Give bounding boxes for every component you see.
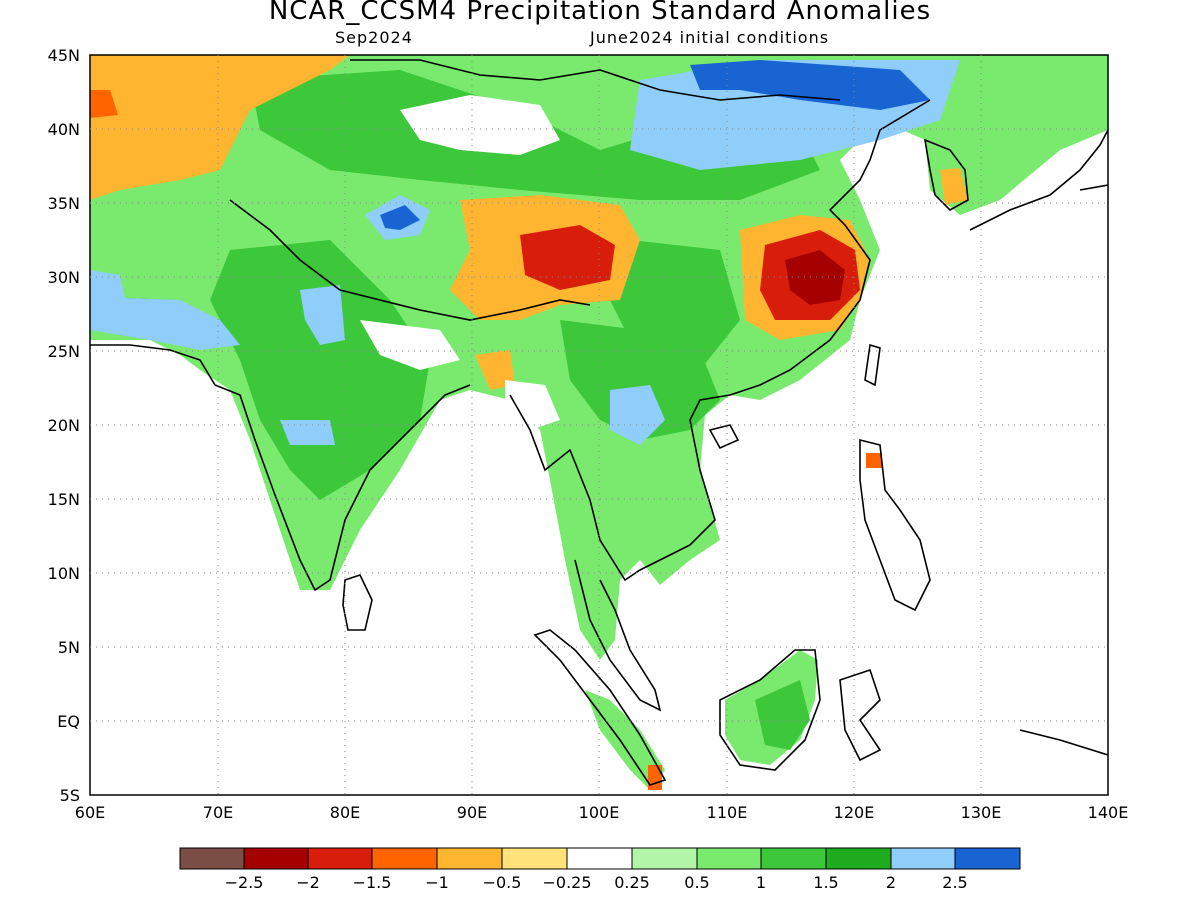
colorbar: −2.5 −2 −1.5 −1 −0.5 −0.25 0.25 0.5 1 1.… bbox=[179, 847, 1021, 892]
coastline-sumatra bbox=[533, 629, 667, 786]
colorbar-swatch bbox=[179, 847, 245, 870]
near-zero-myanmar bbox=[505, 380, 560, 430]
border-himalaya bbox=[229, 199, 591, 321]
anomaly-zone-caspian bbox=[90, 90, 118, 118]
coastline-indochina bbox=[509, 99, 931, 582]
coastline-borneo bbox=[719, 649, 821, 771]
anomaly-zone-tibet-dry-core bbox=[520, 225, 615, 290]
colorbar-swatch bbox=[825, 847, 892, 870]
colorbar-label: 1.5 bbox=[813, 873, 838, 892]
lon-tick-label: 70E bbox=[203, 803, 233, 822]
coastline-hainan bbox=[708, 424, 740, 450]
lat-tick-label: 5S bbox=[60, 786, 80, 805]
colorbar-swatch bbox=[501, 847, 568, 870]
anomaly-zone-borneo bbox=[755, 680, 810, 750]
anomaly-zone-south-india bbox=[280, 420, 335, 445]
anomaly-zone-sumatra-south bbox=[648, 765, 662, 790]
colorbar-label: −0.25 bbox=[542, 873, 591, 892]
lat-tick-label: 15N bbox=[48, 490, 80, 509]
colorbar-swatch bbox=[631, 847, 698, 870]
near-zero-india-north bbox=[360, 320, 460, 370]
lat-tick-label: EQ bbox=[57, 712, 80, 731]
anomaly-zone-luzon bbox=[866, 453, 882, 468]
lon-tick-label: 60E bbox=[75, 803, 105, 822]
coastline-new-guinea bbox=[1019, 729, 1108, 756]
colorbar-swatch bbox=[696, 847, 762, 870]
anomaly-zone-china bbox=[610, 240, 740, 370]
lat-tick-label: 30N bbox=[48, 268, 80, 287]
colorbar-swatch bbox=[760, 847, 827, 870]
forecast-month: Sep2024 bbox=[335, 28, 413, 47]
colorbar-label: 0.5 bbox=[684, 873, 709, 892]
lat-tick-label: 25N bbox=[48, 342, 80, 361]
anomaly-zone-korea bbox=[940, 168, 968, 205]
lon-tick-label: 110E bbox=[707, 803, 748, 822]
anomaly-zone-mongolia-core bbox=[690, 60, 930, 110]
colorbar-label: −2 bbox=[296, 873, 320, 892]
colorbar-swatch bbox=[436, 847, 503, 870]
map-title: NCAR_CCSM4 Precipitation Standard Anomal… bbox=[268, 0, 932, 26]
colorbar-label: −1 bbox=[425, 873, 449, 892]
anomaly-zone-central-asia bbox=[90, 55, 350, 200]
colorbar-label: −0.5 bbox=[483, 873, 522, 892]
colorbar-label: 2.5 bbox=[942, 873, 967, 892]
lat-tick-label: 20N bbox=[48, 416, 80, 435]
anomaly-zone-yangtze-core bbox=[785, 250, 845, 305]
coastline-sulawesi bbox=[839, 668, 882, 762]
coastline-japan bbox=[969, 129, 1108, 231]
anomaly-zone-tarim-core bbox=[380, 205, 420, 230]
colorbar-swatch bbox=[371, 847, 438, 870]
coastline-india bbox=[214, 384, 471, 592]
lon-axis: 60E 70E 80E 90E 100E 110E 120E 130E 140E bbox=[75, 803, 1129, 822]
colorbar-swatch bbox=[243, 847, 309, 870]
coastlines bbox=[90, 59, 1108, 786]
colorbar-label: 1 bbox=[756, 873, 766, 892]
border-china-north bbox=[350, 59, 841, 101]
coastline-sri-lanka bbox=[342, 574, 373, 631]
coastline-philippines bbox=[859, 438, 931, 612]
lat-tick-label: 40N bbox=[48, 120, 80, 139]
colorbar-label: 2 bbox=[886, 873, 896, 892]
landmass-sumatra bbox=[585, 690, 665, 790]
lat-axis: 45N 40N 35N 30N 25N 20N 15N 10N 5N EQ 5S bbox=[48, 46, 80, 805]
coastline-taiwan bbox=[864, 343, 881, 387]
anomaly-zone-pakistan-light bbox=[90, 270, 240, 350]
anomaly-zone-central-india bbox=[300, 285, 345, 345]
anomaly-zone-laos bbox=[610, 385, 665, 445]
lon-tick-label: 90E bbox=[457, 803, 487, 822]
initial-conditions-label: June2024 initial conditions bbox=[590, 28, 830, 47]
colorbar-swatch bbox=[954, 847, 1021, 870]
lon-tick-label: 100E bbox=[579, 803, 620, 822]
colorbar-label: 0.25 bbox=[614, 873, 650, 892]
lon-tick-label: 80E bbox=[330, 803, 360, 822]
lon-tick-label: 130E bbox=[961, 803, 1002, 822]
lat-tick-label: 35N bbox=[48, 194, 80, 213]
lat-tick-label: 5N bbox=[58, 638, 80, 657]
colorbar-swatch bbox=[890, 847, 956, 870]
colorbar-label: −2.5 bbox=[225, 873, 264, 892]
anomaly-zone-india bbox=[210, 240, 430, 500]
coastline-korea bbox=[923, 138, 969, 211]
colorbar-swatch bbox=[566, 847, 633, 870]
lon-tick-label: 120E bbox=[834, 803, 875, 822]
near-zero-tianshan bbox=[400, 95, 560, 155]
coastline-arabian-coast bbox=[90, 344, 216, 386]
lat-tick-label: 10N bbox=[48, 564, 80, 583]
lat-tick-label: 45N bbox=[48, 46, 80, 65]
coastline-malay-peninsula bbox=[574, 559, 662, 712]
colorbar-swatch bbox=[307, 847, 373, 870]
lon-tick-label: 140E bbox=[1088, 803, 1129, 822]
colorbar-label: −1.5 bbox=[353, 873, 392, 892]
